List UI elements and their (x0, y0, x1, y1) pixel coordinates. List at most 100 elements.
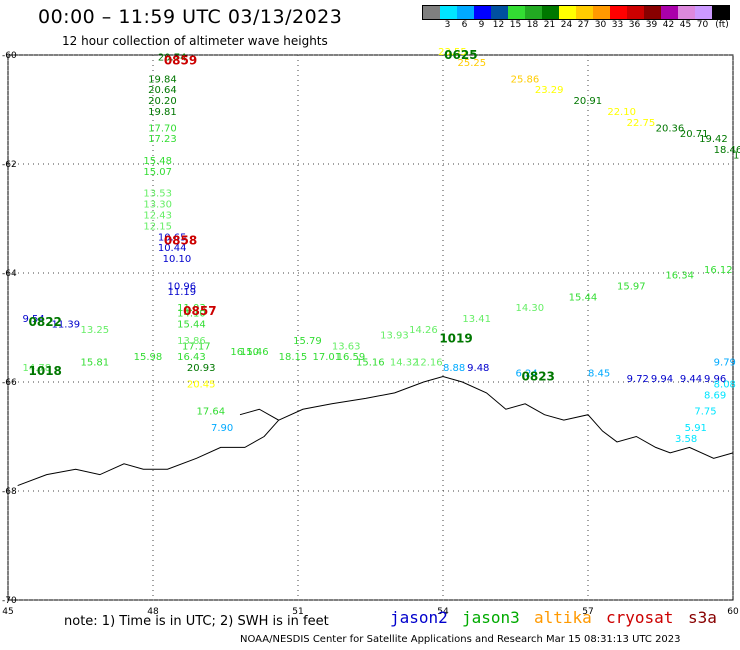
wave-height-label: 16.34 (665, 270, 694, 281)
wave-height-label: 15.48 (143, 156, 172, 167)
legend-s3a: s3a (688, 608, 717, 627)
colorbar-label: 30 (594, 20, 607, 30)
wave-height-label: 15.16 (356, 358, 385, 369)
wave-height-label: 8.69 (704, 390, 726, 401)
wave-height-label: 25.86 (511, 74, 540, 85)
wave-height-label: 13.86 (177, 336, 206, 347)
colorbar-label: 9 (478, 20, 485, 30)
wave-height-label: 14.78 (23, 363, 52, 374)
wave-height-label: 9.79 (714, 358, 736, 369)
colorbar-label: 18 (526, 20, 539, 30)
wave-height-label: 7.90 (211, 423, 233, 434)
wave-height-label: 18.46 (714, 145, 740, 156)
colorbar-cell (457, 6, 474, 19)
wave-height-label: 20.20 (148, 96, 177, 107)
wave-height-label: 16.59 (337, 352, 366, 363)
wave-height-label: 15.46 (240, 347, 269, 358)
colorbar-cell (474, 6, 491, 19)
wave-height-label: 23.29 (535, 85, 564, 96)
wave-height-label: 16.12 (704, 265, 733, 276)
wave-height-label: 15.81 (81, 358, 110, 369)
wave-height-label: 5.91 (685, 423, 707, 434)
wave-height-label: 20.93 (187, 363, 216, 374)
colorbar-cell (644, 6, 661, 19)
wave-height-label: 12.43 (143, 211, 172, 222)
wave-height-label: 17.17 (182, 341, 211, 352)
x-tick-label: 54 (437, 607, 449, 617)
wave-height-label: 22.10 (607, 107, 636, 118)
wave-height-label: 3.58 (675, 434, 697, 445)
coastline (278, 376, 734, 459)
wave-height-label: 19.42 (699, 134, 728, 145)
colorbar-cell (508, 6, 525, 19)
wave-height-label: 17.23 (148, 134, 177, 145)
wave-height-label: 11.39 (52, 320, 81, 331)
wave-height-label: 17.64 (197, 407, 226, 418)
colorbar-cell (525, 6, 542, 19)
wave-height-label: 10.44 (158, 243, 187, 254)
colorbar-label: 36 (628, 20, 641, 30)
chart-subtitle: 12 hour collection of altimeter wave hei… (62, 34, 328, 48)
colorbar-labels: 3 6 9 12 15 18 21 24 27 30 33 36 39 42 45 70 (ft) (422, 20, 733, 30)
y-tick-label: -66 (2, 378, 17, 388)
wave-height-label: 15.07 (143, 167, 172, 178)
x-tick-label: 60 (727, 607, 739, 617)
wave-height-label: 19.81 (148, 107, 177, 118)
y-tick-label: -68 (2, 487, 17, 497)
wave-height-label: 13.53 (143, 189, 172, 200)
colorbar-label: 3 (444, 20, 451, 30)
colorbar-cell (559, 6, 576, 19)
plot-frame (7, 54, 734, 601)
wave-height-label: 8.88 (443, 363, 465, 374)
wave-height-label: 9.94 (651, 374, 673, 385)
colorbar-cell (576, 6, 593, 19)
colorbar-label: 45 (679, 20, 692, 30)
colorbar-cell (610, 6, 627, 19)
y-tick-label: -70 (2, 596, 17, 606)
colorbar-cell (661, 6, 678, 19)
wave-height-label: 25.25 (458, 58, 487, 69)
colorbar-label: 24 (560, 20, 573, 30)
wave-height-label: 20.36 (656, 123, 685, 134)
pass-time-label: 1019 (439, 331, 472, 345)
colorbar-cell (627, 6, 644, 19)
pass-time-label: 1018 (29, 364, 62, 378)
wave-height-label: 6.24 (516, 369, 538, 380)
y-tick-label: -60 (2, 51, 17, 61)
wave-height-label: 7.75 (694, 407, 716, 418)
colorbar-label: 42 (662, 20, 675, 30)
wave-height-label: 14.10 (177, 309, 206, 320)
wave-height-label: 17.01 (313, 352, 342, 363)
colorbar-cell (593, 6, 610, 19)
pass-time-label: 0822 (29, 315, 62, 329)
chart-title: 00:00 – 11:59 UTC 03/13/2023 (38, 6, 343, 28)
wave-height-label: 15.98 (134, 352, 163, 363)
x-tick-label: 57 (582, 607, 593, 617)
legend-jason3: jason3 (462, 608, 520, 627)
wave-height-label: 9.96 (704, 374, 726, 385)
colorbar-cell (491, 6, 508, 19)
wave-height-label: 13.30 (143, 200, 172, 211)
colorbar-unit: (ft) (715, 20, 729, 30)
wave-height-label: 17.70 (148, 123, 177, 134)
wave-height-label: 11.03 (177, 303, 206, 314)
colorbar-cell (712, 6, 729, 19)
wave-height-label: 14.30 (516, 303, 545, 314)
legend-cryosat: cryosat (606, 608, 674, 627)
wave-height-label: 9.48 (467, 363, 489, 374)
x-tick-label: 45 (2, 607, 13, 617)
colorbar-label: 21 (543, 20, 556, 30)
credit-text: NOAA/NESDIS Center for Satellite Applica… (240, 634, 681, 645)
x-tick-label: 51 (292, 607, 303, 617)
wave-height-label: 20.45 (187, 379, 216, 390)
colorbar-label: 6 (461, 20, 468, 30)
wave-height-label: 12.16 (414, 358, 443, 369)
wave-height-label: 9.72 (627, 374, 649, 385)
colorbar-cell (695, 6, 712, 19)
wave-height-label: 16.10 (230, 347, 259, 358)
colorbar-cell (423, 6, 440, 19)
colorbar (422, 5, 730, 20)
pass-time-label: 0823 (522, 370, 555, 384)
colorbar-label: 33 (611, 20, 624, 30)
